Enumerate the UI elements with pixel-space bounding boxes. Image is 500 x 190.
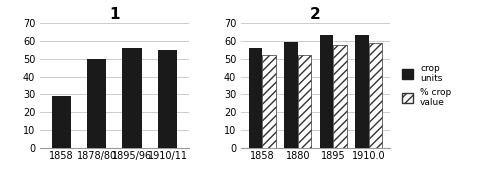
Bar	[355, 35, 368, 148]
Bar	[262, 55, 276, 148]
Bar	[368, 43, 382, 148]
Title: 1: 1	[109, 7, 120, 22]
Bar	[298, 55, 312, 148]
Title: 2: 2	[310, 7, 321, 22]
Bar	[52, 96, 71, 148]
Bar	[249, 48, 262, 148]
Bar	[284, 42, 298, 148]
Bar	[158, 50, 178, 148]
Bar	[320, 35, 334, 148]
Bar	[87, 59, 106, 148]
Bar	[334, 45, 346, 148]
Bar	[122, 48, 142, 148]
Legend: crop
units, % crop
value: crop units, % crop value	[402, 64, 452, 107]
